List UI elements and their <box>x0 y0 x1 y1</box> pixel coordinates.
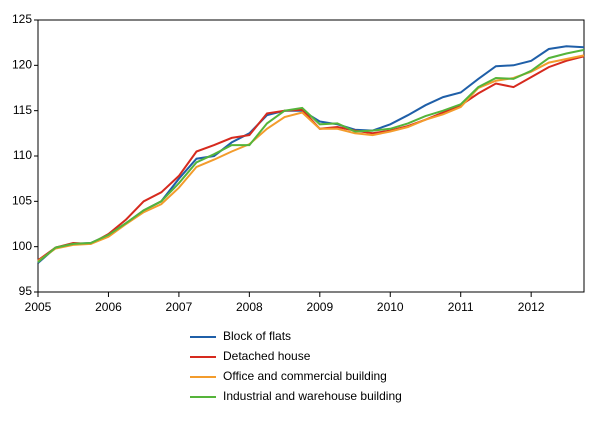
y-tick-label: 120 <box>12 58 32 72</box>
y-tick-label: 125 <box>12 12 32 26</box>
x-tick-label: 2008 <box>236 300 263 314</box>
x-tick-label: 2011 <box>448 300 474 314</box>
plot-frame <box>37 19 585 293</box>
y-tick-label: 100 <box>12 239 32 253</box>
y-tick-label: 115 <box>13 103 32 117</box>
x-tick-label: 2009 <box>306 300 333 314</box>
series-line <box>37 54 585 263</box>
y-tick-label: 110 <box>13 148 32 162</box>
legend-label: Detached house <box>223 349 311 363</box>
x-tick-label: 2006 <box>95 300 122 314</box>
x-tick-label: 2012 <box>518 300 545 314</box>
x-tick-label: 2007 <box>166 300 193 314</box>
legend-label: Block of flats <box>223 329 291 343</box>
legend-label: Office and commercial building <box>223 369 387 383</box>
series-line <box>37 48 585 263</box>
y-tick-label: 105 <box>12 194 32 208</box>
legend-label: Industrial and warehouse building <box>223 389 402 403</box>
y-tick-label: 95 <box>19 284 33 298</box>
x-tick-label: 2010 <box>377 300 404 314</box>
x-tick-label: 2005 <box>25 300 52 314</box>
